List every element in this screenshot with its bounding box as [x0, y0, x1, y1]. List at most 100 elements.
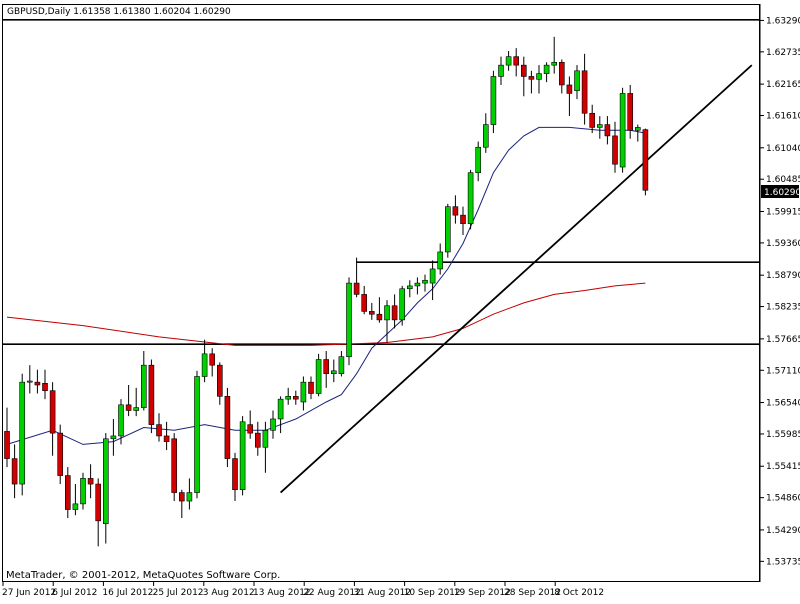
y-tick-label: 1.61610: [766, 112, 800, 122]
candle: [224, 387, 231, 468]
candle: [57, 424, 64, 485]
candle: [634, 124, 641, 142]
candle-body: [300, 381, 307, 403]
candle: [604, 116, 611, 145]
candle-body: [634, 127, 641, 131]
candle: [619, 87, 626, 173]
plot-frame: [2, 4, 760, 582]
y-tick-label: 1.53735: [766, 557, 800, 567]
candle-body: [475, 146, 482, 174]
candle: [376, 297, 383, 323]
candle: [65, 467, 71, 519]
y-tick-label: 1.62165: [766, 80, 800, 90]
candle: [460, 206, 466, 235]
candle: [292, 390, 299, 405]
candle: [255, 421, 261, 456]
candle: [118, 399, 124, 445]
trendline-group: [279, 64, 753, 494]
candle-body: [141, 364, 147, 408]
candle: [26, 365, 33, 394]
candle: [551, 36, 558, 74]
x-tick-label: 19 Sep 2012: [454, 588, 511, 598]
candle-body: [133, 407, 139, 411]
candle-body: [452, 206, 459, 216]
candle: [384, 300, 390, 343]
candle: [300, 376, 307, 411]
candle-body: [361, 294, 368, 312]
candle-body: [57, 432, 64, 476]
candle: [239, 416, 246, 496]
candle-body: [201, 353, 208, 377]
candle: [201, 339, 208, 383]
candle: [49, 382, 56, 456]
candle: [475, 141, 482, 182]
candle: [437, 243, 444, 275]
candle: [444, 203, 451, 258]
candle-body: [315, 359, 322, 394]
y-tick-label: 1.55985: [766, 430, 800, 440]
candle-body: [65, 475, 71, 510]
candle-body: [194, 376, 200, 493]
candle-body: [292, 396, 299, 400]
x-tick-label: 28 Sep 2012: [504, 588, 561, 598]
candle-body: [520, 64, 527, 77]
candle: [171, 433, 177, 502]
candle-body: [612, 135, 618, 165]
candle: [163, 421, 170, 451]
y-tick-label: 1.56540: [766, 399, 800, 409]
candle-body: [232, 458, 238, 491]
candle: [247, 410, 253, 439]
candle-body: [87, 478, 94, 485]
candle: [513, 48, 520, 77]
horizontal-levels: [3, 19, 760, 346]
candle-body: [308, 381, 314, 394]
candle-body: [217, 364, 223, 397]
candle: [627, 84, 634, 139]
y-tick-label: 1.59360: [766, 239, 800, 249]
candle-body: [414, 282, 421, 287]
y-tick-label: 1.58790: [766, 271, 800, 281]
y-tick-label: 1.61040: [766, 144, 800, 154]
candle: [232, 452, 238, 502]
candle-body: [323, 359, 330, 374]
candle: [558, 59, 565, 94]
candle: [330, 359, 337, 383]
y-tick-label: 1.59915: [766, 207, 800, 217]
candle: [642, 128, 649, 196]
candle-body: [482, 124, 489, 148]
x-tick-label: 13 Aug 2012: [253, 588, 311, 598]
candle: [467, 169, 474, 230]
x-tick-label: 22 Aug 2012: [303, 588, 361, 598]
candle: [95, 478, 101, 547]
candle-body: [536, 73, 542, 80]
candle: [217, 362, 223, 405]
candle-body: [42, 382, 48, 391]
candle: [34, 369, 41, 394]
moving-average-long-line: [6, 282, 646, 346]
candle-body: [156, 424, 162, 437]
candle: [315, 353, 322, 397]
candle: [72, 484, 79, 516]
candle: [581, 53, 588, 125]
candle-body: [163, 435, 170, 442]
candle: [429, 260, 436, 301]
candle: [87, 464, 94, 499]
candle: [589, 104, 596, 134]
y-tick-label: 1.58235: [766, 303, 800, 313]
x-tick-label: 25 Jul 2012: [153, 588, 204, 598]
candle-body: [239, 421, 246, 491]
candle: [148, 359, 155, 434]
candle-body: [444, 206, 451, 253]
candle-body: [80, 478, 86, 505]
ma-long-series: [6, 282, 646, 346]
candle: [482, 113, 489, 153]
candle: [103, 433, 109, 544]
candle-body: [224, 396, 231, 459]
candle: [399, 285, 406, 326]
candle: [406, 280, 413, 298]
candle: [179, 489, 185, 519]
y-tick-label: 1.55415: [766, 462, 800, 472]
